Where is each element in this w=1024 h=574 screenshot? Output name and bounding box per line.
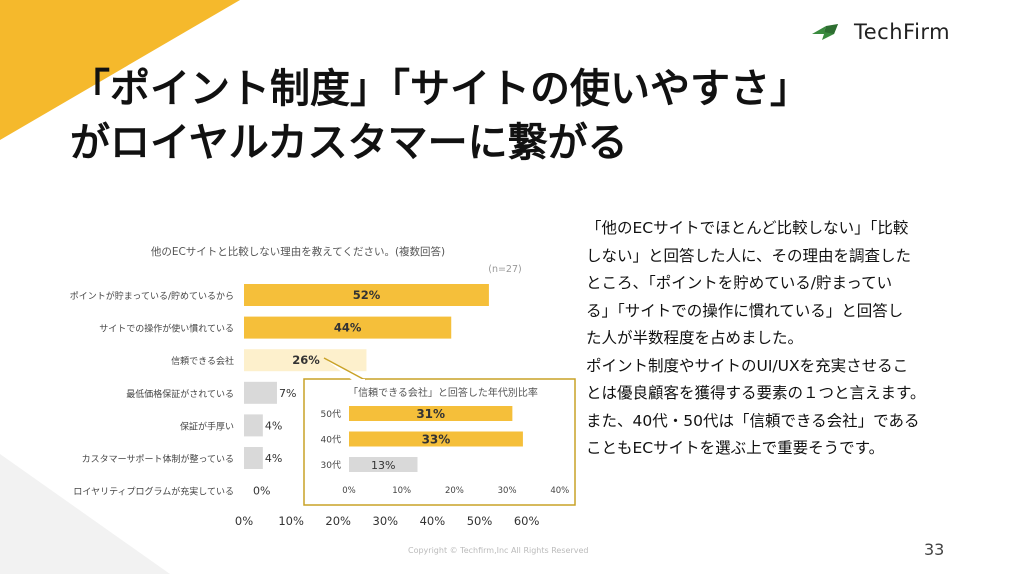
- x-tick-label: 60%: [514, 514, 540, 528]
- title-line-1: 「ポイント制度」「サイトの使いやすさ」: [70, 66, 810, 112]
- bar: [244, 316, 452, 339]
- x-tick-label: 50%: [467, 514, 493, 528]
- inset-data-label: 13%: [371, 459, 395, 472]
- chart-note: (n=27): [488, 264, 521, 275]
- inset-x-tick-label: 20%: [445, 486, 464, 496]
- inset-bar: [349, 431, 523, 447]
- body-line: る」「サイトでの操作に慣れている」と回答し: [586, 301, 904, 320]
- page-number: 33: [924, 540, 945, 559]
- bar: [244, 447, 263, 469]
- chart-title: 他のECサイトと比較しない理由を教えてください。(複数回答): [151, 245, 445, 258]
- inset-x-tick-label: 30%: [498, 486, 517, 496]
- data-label: 44%: [334, 321, 362, 335]
- brand-logo: TechFirm: [812, 20, 950, 44]
- body-line: しない」と回答した人に、その理由を調査した: [586, 246, 912, 265]
- data-label: 52%: [353, 288, 381, 302]
- category-label: ポイントが貯まっている/貯めているから: [70, 290, 234, 302]
- body-line: とは優良顧客を獲得する要素の１つと言えます。: [586, 384, 926, 402]
- inset-category-label: 40代: [321, 435, 341, 446]
- data-label: 4%: [265, 419, 282, 432]
- x-tick-label: 10%: [278, 514, 304, 528]
- bar: [244, 284, 489, 306]
- data-label: 4%: [265, 452, 282, 465]
- data-label: 7%: [279, 387, 296, 400]
- x-tick-label: 30%: [373, 514, 399, 528]
- data-label: 0%: [253, 485, 270, 498]
- x-tick-label: 0%: [235, 514, 253, 528]
- inset-category-label: 30代: [321, 460, 341, 471]
- inset-data-label: 31%: [416, 407, 445, 421]
- category-label: 最低価格保証がされている: [126, 388, 234, 400]
- body-line: 「他のECサイトでほとんど比較しない」「比較: [586, 219, 909, 237]
- inset-chart-title: 「信頼できる会社」と回答した年代別比率: [348, 386, 538, 399]
- title-line-2: がロイヤルカスタマーに繋がる: [70, 120, 628, 166]
- inset-x-tick-label: 0%: [342, 486, 356, 496]
- x-tick-label: 20%: [325, 514, 351, 528]
- inset-category-label: 50代: [321, 409, 341, 420]
- body-line: こともECサイトを選ぶ上で重要そうです。: [586, 439, 885, 457]
- page-title: 「ポイント制度」「サイトの使いやすさ」 がロイヤルカスタマーに繋がる: [70, 62, 810, 170]
- bar: [244, 381, 277, 404]
- inset-bar: [349, 457, 418, 472]
- body-line: ところ、「ポイントを貯めている/貯まってい: [586, 274, 893, 292]
- category-label: カスタマーサポート体制が整っている: [82, 453, 234, 465]
- techfirm-logo-icon: [812, 24, 838, 40]
- copyright: Copyright © Techfirm,Inc All Rights Rese…: [408, 546, 589, 555]
- inset-data-label: 33%: [422, 433, 451, 447]
- category-label: 保証が手厚い: [180, 420, 234, 432]
- corner-decoration: [0, 0, 240, 140]
- category-label: サイトでの操作が使い慣れている: [99, 323, 234, 335]
- inset-x-tick-label: 40%: [550, 486, 569, 496]
- brand-name: TechFirm: [854, 20, 951, 44]
- bar: [244, 414, 263, 437]
- body-text: 「他のECサイトでほとんど比較しない」「比較 しない」と回答した人に、その理由を調…: [586, 215, 956, 463]
- bottom-decoration: [0, 454, 170, 574]
- inset-bar: [349, 406, 513, 421]
- x-tick-label: 40%: [420, 514, 446, 528]
- body-line: た人が半数程度を占めました。: [586, 329, 804, 347]
- data-label: 26%: [292, 353, 320, 367]
- body-line: また、40代・50代は「信頼できる会社」である: [586, 411, 920, 430]
- body-line: ポイント制度やサイトのUI/UXを充実させるこ: [586, 356, 909, 375]
- category-label: ロイヤリティプログラムが充実している: [73, 486, 234, 498]
- inset-x-tick-label: 10%: [392, 486, 411, 496]
- category-label: 信頼できる会社: [171, 355, 234, 367]
